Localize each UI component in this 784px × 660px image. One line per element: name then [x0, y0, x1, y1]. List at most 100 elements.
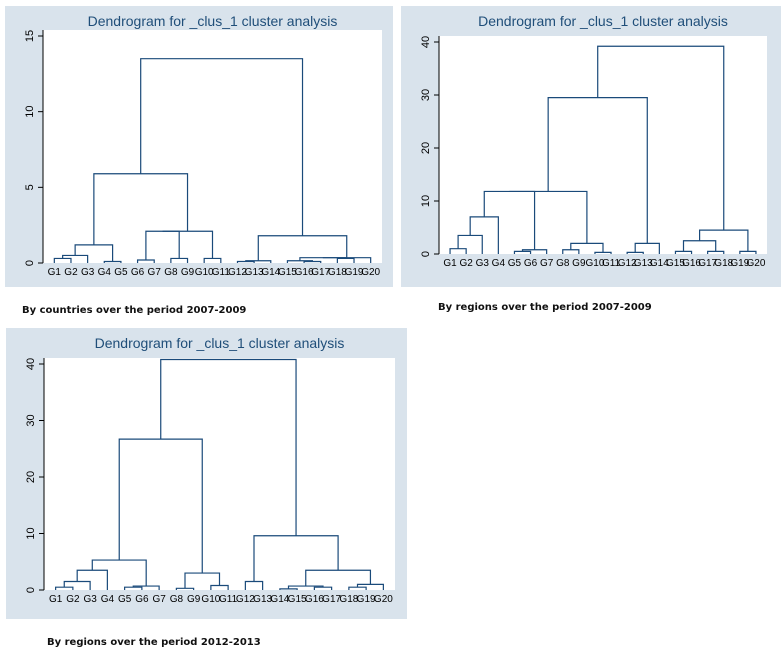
y-tick-label: 0	[420, 251, 432, 257]
leaf-label: G8	[556, 258, 570, 269]
leaf-label: G4	[101, 594, 115, 605]
leaf-label: G11	[602, 258, 621, 269]
leaf-label: G6	[131, 267, 145, 278]
leaf-label: G2	[459, 258, 473, 269]
leaf-label: G18	[328, 267, 347, 278]
leaf-label: G15	[666, 258, 685, 269]
leaf-label: G7	[540, 258, 554, 269]
dendrogram-link	[509, 190, 588, 244]
dendrogram-panel-2: Dendrogram for _clus_1 cluster analysis 0…	[401, 6, 781, 287]
y-tick-label: 40	[25, 358, 37, 370]
chart-title: Dendrogram for _clus_1 cluster analysis	[95, 335, 345, 351]
leaf-label: G20	[746, 258, 765, 269]
dendrogram-link	[236, 260, 255, 263]
dendrogram-link	[245, 260, 272, 263]
leaf-label: G16	[682, 258, 701, 269]
leaf-label: G9	[181, 267, 195, 278]
dendrogram-chart-3: Dendrogram for _clus_1 cluster analysis 0…	[6, 328, 407, 619]
leaf-label: G8	[170, 594, 184, 605]
plot-area	[44, 358, 395, 590]
leaf-label: G5	[508, 258, 522, 269]
y-tick-label: 30	[420, 89, 432, 101]
caption-regions-2012-2013: By regions over the period 2012-2013	[47, 637, 261, 648]
leaf-label: G8	[164, 267, 178, 278]
leaf-label: G11	[212, 267, 231, 278]
leaf-label: G3	[476, 258, 490, 269]
leaf-label: G1	[49, 594, 63, 605]
leaf-label: G7	[148, 267, 162, 278]
caption-regions-2007-2009: By regions over the period 2007-2009	[438, 302, 652, 313]
leaf-label: G5	[114, 267, 128, 278]
dendrogram-panel-3: Dendrogram for _clus_1 cluster analysis 0…	[6, 328, 407, 619]
leaf-label: G14	[650, 258, 669, 269]
leaf-label: G13	[245, 267, 264, 278]
dendrogram-chart-2: Dendrogram for _clus_1 cluster analysis 0…	[401, 6, 781, 287]
dendrogram-link	[160, 358, 297, 536]
leaf-label: G6	[524, 258, 538, 269]
chart-title: Dendrogram for _clus_1 cluster analysis	[88, 13, 338, 29]
leaf-label: G20	[361, 267, 380, 278]
leaf-label: G3	[83, 594, 97, 605]
dendrogram-link	[244, 580, 264, 590]
dendrogram-link	[597, 45, 725, 231]
dendrogram-link	[303, 260, 322, 263]
leaf-label: G1	[48, 267, 62, 278]
leaf-label: G10	[201, 594, 220, 605]
y-tick-label: 0	[24, 260, 36, 266]
leaf-label: G10	[585, 258, 604, 269]
leaf-label: G18	[714, 258, 733, 269]
y-tick-label: 40	[420, 36, 432, 48]
leaf-label: G17	[322, 594, 341, 605]
leaf-label: G15	[278, 267, 297, 278]
leaf-label: G15	[288, 594, 307, 605]
leaf-label: G9	[187, 594, 201, 605]
dendrogram-link	[162, 230, 214, 259]
leaf-label: G6	[135, 594, 149, 605]
leaf-label: G19	[345, 267, 364, 278]
dendrogram-link	[322, 257, 372, 263]
leaf-label: G2	[66, 594, 80, 605]
dendrogram-link	[140, 58, 304, 236]
leaf-label: G17	[698, 258, 717, 269]
leaf-label: G2	[64, 267, 78, 278]
leaf-label: G7	[152, 594, 166, 605]
leaf-label: G19	[357, 594, 376, 605]
caption-countries-2007-2009: By countries over the period 2007-2009	[22, 305, 247, 316]
y-tick-label: 30	[25, 414, 37, 426]
leaf-label: G13	[634, 258, 653, 269]
leaf-label: G17	[311, 267, 330, 278]
dendrogram-panel-1: Dendrogram for _clus_1 cluster analysis 0…	[5, 6, 393, 287]
leaf-label: G20	[374, 594, 393, 605]
leaf-label: G14	[270, 594, 289, 605]
leaf-label: G1	[443, 258, 457, 269]
leaf-label: G14	[261, 267, 280, 278]
y-tick-label: 5	[24, 184, 36, 190]
dendrogram-chart-1: Dendrogram for _clus_1 cluster analysis 0…	[5, 6, 393, 287]
leaf-label: G10	[195, 267, 214, 278]
chart-title: Dendrogram for _clus_1 cluster analysis	[478, 13, 728, 29]
leaf-label: G19	[730, 258, 749, 269]
leaf-label: G13	[253, 594, 272, 605]
leaf-label: G16	[305, 594, 324, 605]
leaf-label: G12	[236, 594, 255, 605]
leaf-label: G4	[98, 267, 112, 278]
y-tick-label: 20	[420, 142, 432, 154]
dendrogram-link	[253, 535, 339, 582]
leaf-label: G16	[295, 267, 314, 278]
leaf-label: G12	[618, 258, 637, 269]
leaf-label: G4	[492, 258, 506, 269]
dendrogram-link	[286, 260, 313, 263]
y-tick-label: 15	[24, 30, 36, 42]
plot-area	[43, 30, 382, 263]
leaf-label: G12	[228, 267, 247, 278]
y-tick-label: 10	[24, 106, 36, 118]
leaf-label: G9	[572, 258, 586, 269]
y-tick-label: 20	[25, 471, 37, 483]
y-tick-label: 10	[25, 527, 37, 539]
leaf-label: G5	[118, 594, 132, 605]
y-tick-label: 10	[420, 195, 432, 207]
leaf-label: G11	[219, 594, 238, 605]
y-tick-label: 0	[25, 587, 37, 593]
leaf-label: G3	[81, 267, 95, 278]
dendrogram-link	[63, 580, 91, 590]
